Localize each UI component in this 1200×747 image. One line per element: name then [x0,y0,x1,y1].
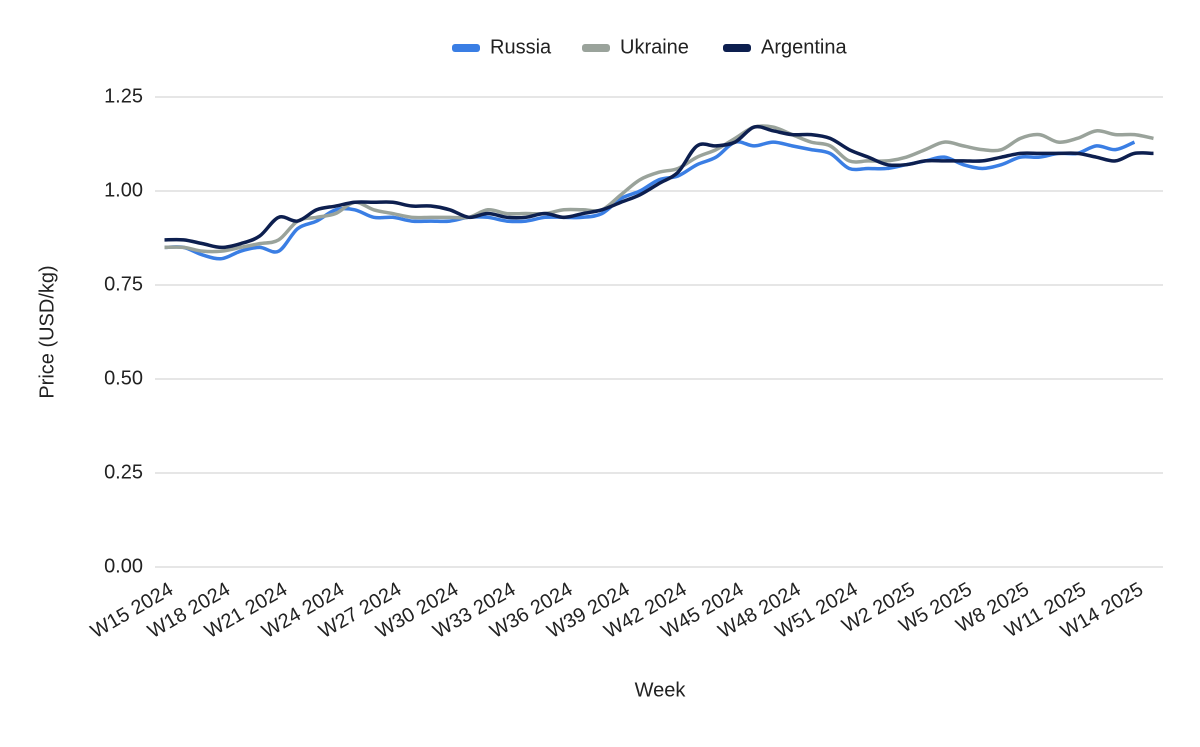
legend-swatch [723,44,751,52]
legend-label: Argentina [761,36,847,58]
y-tick-label: 0.75 [104,273,143,295]
legend-label: Ukraine [620,36,689,58]
series-line [164,124,1154,254]
y-tick-label: 0.50 [104,367,143,389]
y-tick-label: 0.25 [104,461,143,483]
legend-label: Russia [490,36,552,58]
legend-swatch [582,44,610,52]
y-axis-label: Price (USD/kg) [36,265,58,398]
y-tick-label: 1.00 [104,179,143,201]
x-axis-label: Week [635,679,687,701]
y-tick-label: 0.00 [104,555,143,577]
legend-swatch [452,44,480,52]
y-tick-label: 1.25 [104,85,143,107]
series-line [164,124,1154,250]
